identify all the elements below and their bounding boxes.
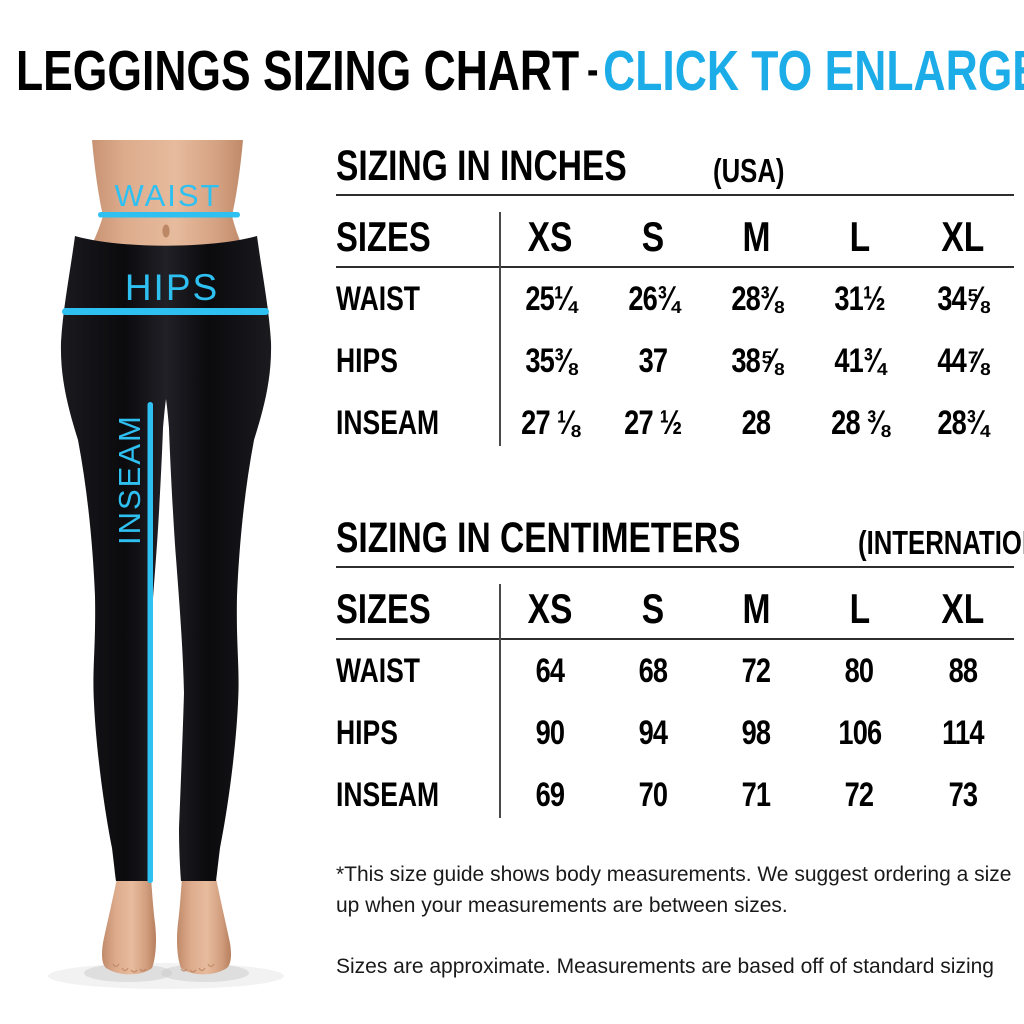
row-label-inseam: INSEAM: [336, 403, 440, 442]
cell-value: 70: [638, 775, 668, 814]
column-header-xs: XS: [527, 213, 573, 260]
cell-value: 28⅜: [731, 279, 782, 318]
column-header-xs: XS: [527, 585, 573, 632]
cell-value: 27 ½: [624, 403, 683, 442]
row-label-inseam: INSEAM: [336, 775, 440, 814]
cm-table-divider: [498, 584, 501, 818]
table-row: INSEAM 27 ⅛ 27 ½ 28 28 ⅜ 28¾: [336, 392, 1014, 454]
inches-heading-suffix: (USA): [712, 152, 785, 189]
cell-value: 64: [535, 651, 565, 690]
cell-value: 25¼: [524, 279, 576, 318]
hips-measurement-line: [62, 308, 269, 315]
cell-value: 26¾: [628, 279, 679, 318]
left-foot: [102, 878, 156, 975]
inches-section-heading: SIZING IN INCHES (USA): [336, 142, 1014, 188]
inseam-label: INSEAM: [112, 414, 147, 545]
cell-value: 80: [845, 651, 874, 690]
cell-value: 37: [638, 341, 668, 380]
size-guide-footnote: *This size guide shows body measurements…: [336, 863, 1012, 917]
inches-heading-rule: [336, 194, 1014, 196]
sizing-tables-panel: SIZING IN INCHES (USA) SIZES XS S M L XL…: [336, 142, 1024, 983]
inches-heading-text: SIZING IN INCHES: [336, 142, 627, 190]
cell-value: 28 ⅜: [830, 403, 889, 442]
inseam-measurement-line: [147, 402, 153, 883]
leggings-silhouette: [60, 236, 272, 881]
approximate-sizes-footnote: Sizes are approximate. Measurements are …: [336, 954, 994, 978]
cell-value: 98: [742, 713, 771, 752]
cell-value: 73: [948, 775, 977, 814]
inches-table: SIZES XS S M L XL WAIST 25¼ 26¾ 28⅜ 31½ …: [336, 208, 1014, 454]
click-to-enlarge-link[interactable]: CLICK TO ENLARGE: [603, 39, 1024, 103]
cell-value: 35⅜: [524, 341, 576, 380]
cell-value: 68: [638, 651, 668, 690]
page-title: LEGGINGS SIZING CHART -CLICK TO ENLARGE: [16, 38, 1024, 104]
inches-header-rule: [336, 266, 1014, 268]
table-row: HIPS 90 94 98 106 114: [336, 702, 1014, 764]
right-foot-toes: [180, 963, 215, 973]
row-label-hips: HIPS: [336, 713, 398, 752]
table-row: HIPS 35⅜ 37 38⅝ 41¾ 44⅞: [336, 330, 1014, 392]
hips-label: HIPS: [125, 267, 219, 308]
cell-value: 38⅝: [731, 341, 782, 380]
inches-table-divider: [498, 212, 501, 446]
cm-heading-suffix: (INTERNATIONAL): [858, 524, 1024, 561]
cell-value: 106: [837, 713, 882, 752]
model-illustration: WAIST HIPS INSEAM: [48, 140, 284, 989]
column-header-sizes: SIZES: [336, 213, 431, 260]
centimeters-table: SIZES XS S M L XL WAIST 64 68 72 80 88 H…: [336, 580, 1014, 826]
cell-value: 69: [535, 775, 565, 814]
column-header-sizes: SIZES: [336, 585, 431, 632]
cm-heading-rule: [336, 566, 1014, 568]
cell-value: 27 ⅛: [521, 403, 580, 442]
right-foot: [177, 878, 231, 975]
column-header-m: M: [742, 213, 771, 260]
cell-value: 72: [742, 651, 771, 690]
column-header-xl: XL: [940, 213, 984, 260]
cell-value: 28¾: [937, 403, 988, 442]
cm-header-row: SIZES XS S M L XL: [336, 580, 1014, 638]
cell-value: 41¾: [834, 341, 885, 380]
leggings-model-figure: WAIST HIPS INSEAM: [0, 128, 334, 1024]
cell-value: 28: [742, 403, 771, 442]
table-row: WAIST 64 68 72 80 88: [336, 640, 1014, 702]
left-foot-toes: [112, 963, 147, 973]
table-row: INSEAM 69 70 71 72 73: [336, 764, 1014, 826]
row-label-hips: HIPS: [336, 341, 398, 380]
cell-value: 94: [638, 713, 668, 752]
waist-measurement-line: [98, 212, 240, 218]
row-label-waist: WAIST: [336, 651, 420, 690]
cell-value: 72: [845, 775, 874, 814]
cell-value: 71: [742, 775, 771, 814]
title-separator: -: [586, 45, 599, 94]
waist-label: WAIST: [114, 178, 221, 213]
cell-value: 34⅝: [937, 279, 988, 318]
cm-heading-text: SIZING IN CENTIMETERS: [336, 514, 741, 562]
title-text: LEGGINGS SIZING CHART: [16, 39, 580, 103]
column-header-l: L: [849, 585, 870, 632]
inches-header-row: SIZES XS S M L XL: [336, 208, 1014, 266]
column-header-s: S: [642, 213, 665, 260]
cell-value: 31½: [834, 279, 885, 318]
column-header-xl: XL: [940, 585, 984, 632]
figure-torso: [80, 140, 253, 270]
figure-navel: [162, 224, 170, 238]
table-row: WAIST 25¼ 26¾ 28⅜ 31½ 34⅝: [336, 268, 1014, 330]
column-header-m: M: [742, 585, 771, 632]
cell-value: 88: [948, 651, 977, 690]
centimeters-section-heading: SIZING IN CENTIMETERS (INTERNATIONAL): [336, 514, 1024, 562]
row-label-waist: WAIST: [336, 279, 420, 318]
column-header-l: L: [849, 213, 870, 260]
cm-header-rule: [336, 638, 1014, 640]
cell-value: 114: [941, 713, 984, 752]
column-header-s: S: [642, 585, 665, 632]
cell-value: 44⅞: [937, 341, 988, 380]
cell-value: 90: [535, 713, 565, 752]
